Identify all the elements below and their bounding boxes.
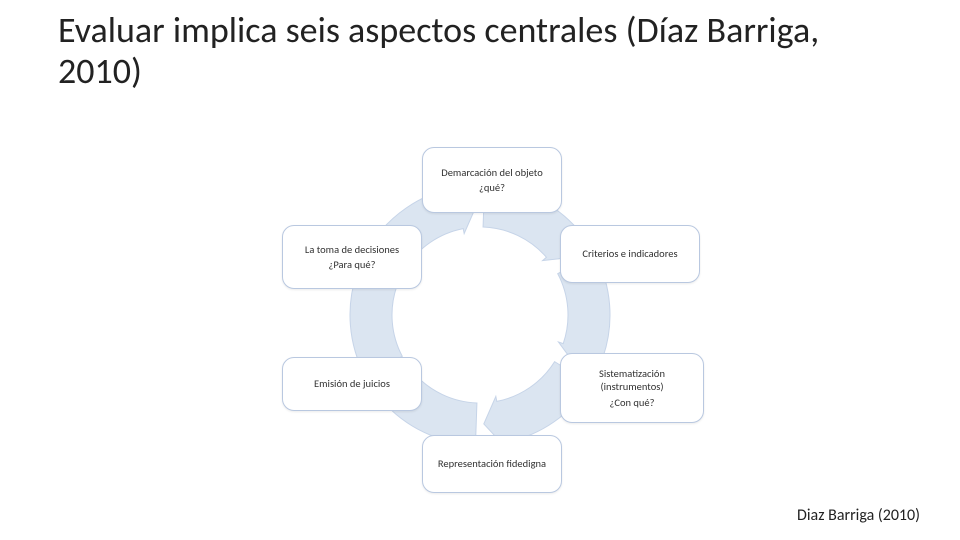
cycle-node-1: Demarcación del objeto ¿qué? [422, 147, 562, 213]
node-text: La toma de decisiones [305, 243, 399, 256]
node-text: Sistematización (instrumentos) [571, 367, 693, 393]
page-title: Evaluar implica seis aspectos centrales … [58, 10, 888, 93]
node-subtext: ¿qué? [479, 181, 505, 194]
cycle-node-5: Emisión de juicios [282, 357, 422, 411]
citation-text: Diaz Barriga (2010) [797, 506, 920, 525]
cycle-node-3: Sistematización (instrumentos) ¿Con qué? [560, 353, 704, 423]
node-text: Representación fidedigna [438, 457, 546, 470]
node-subtext: ¿Para qué? [328, 258, 375, 271]
cycle-node-4: Representación fidedigna [422, 435, 562, 493]
node-text: Demarcación del objeto [441, 166, 542, 179]
cycle-node-2: Criterios e indicadores [560, 225, 700, 283]
node-text: Emisión de juicios [314, 377, 390, 390]
node-text: Criterios e indicadores [582, 247, 677, 260]
cycle-node-6: La toma de decisiones ¿Para qué? [282, 225, 422, 289]
node-subtext: ¿Con qué? [609, 396, 654, 409]
cycle-diagram: Demarcación del objeto ¿qué? Criterios e… [260, 135, 700, 495]
slide: Evaluar implica seis aspectos centrales … [0, 0, 960, 540]
